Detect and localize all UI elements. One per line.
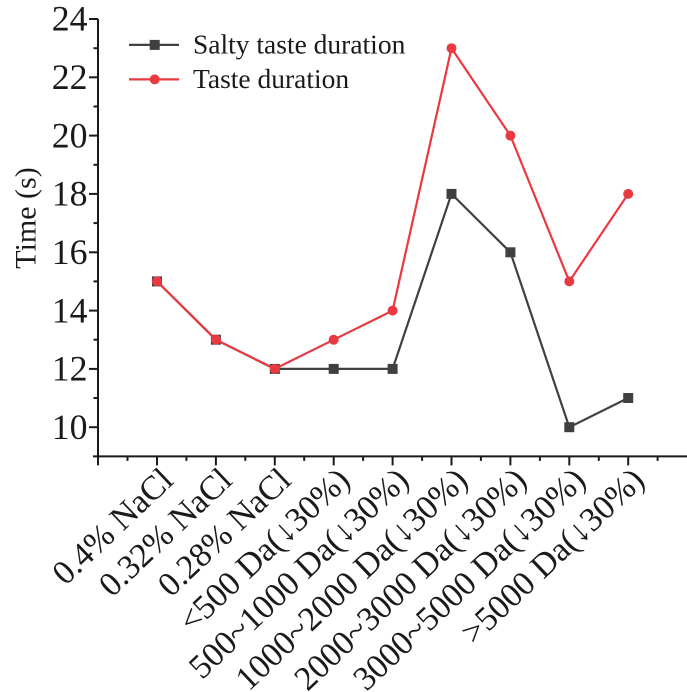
svg-text:16: 16	[52, 232, 88, 272]
svg-text:Salty taste duration: Salty taste duration	[193, 29, 406, 60]
svg-text:10: 10	[52, 407, 88, 447]
svg-text:22: 22	[52, 57, 88, 97]
svg-text:14: 14	[52, 290, 88, 330]
svg-text:20: 20	[52, 115, 88, 155]
svg-text:Taste duration: Taste duration	[193, 63, 349, 94]
svg-text:18: 18	[52, 174, 88, 214]
svg-text:Time (s): Time (s)	[10, 167, 43, 268]
svg-text:12: 12	[52, 349, 88, 389]
svg-text:24: 24	[52, 0, 88, 39]
